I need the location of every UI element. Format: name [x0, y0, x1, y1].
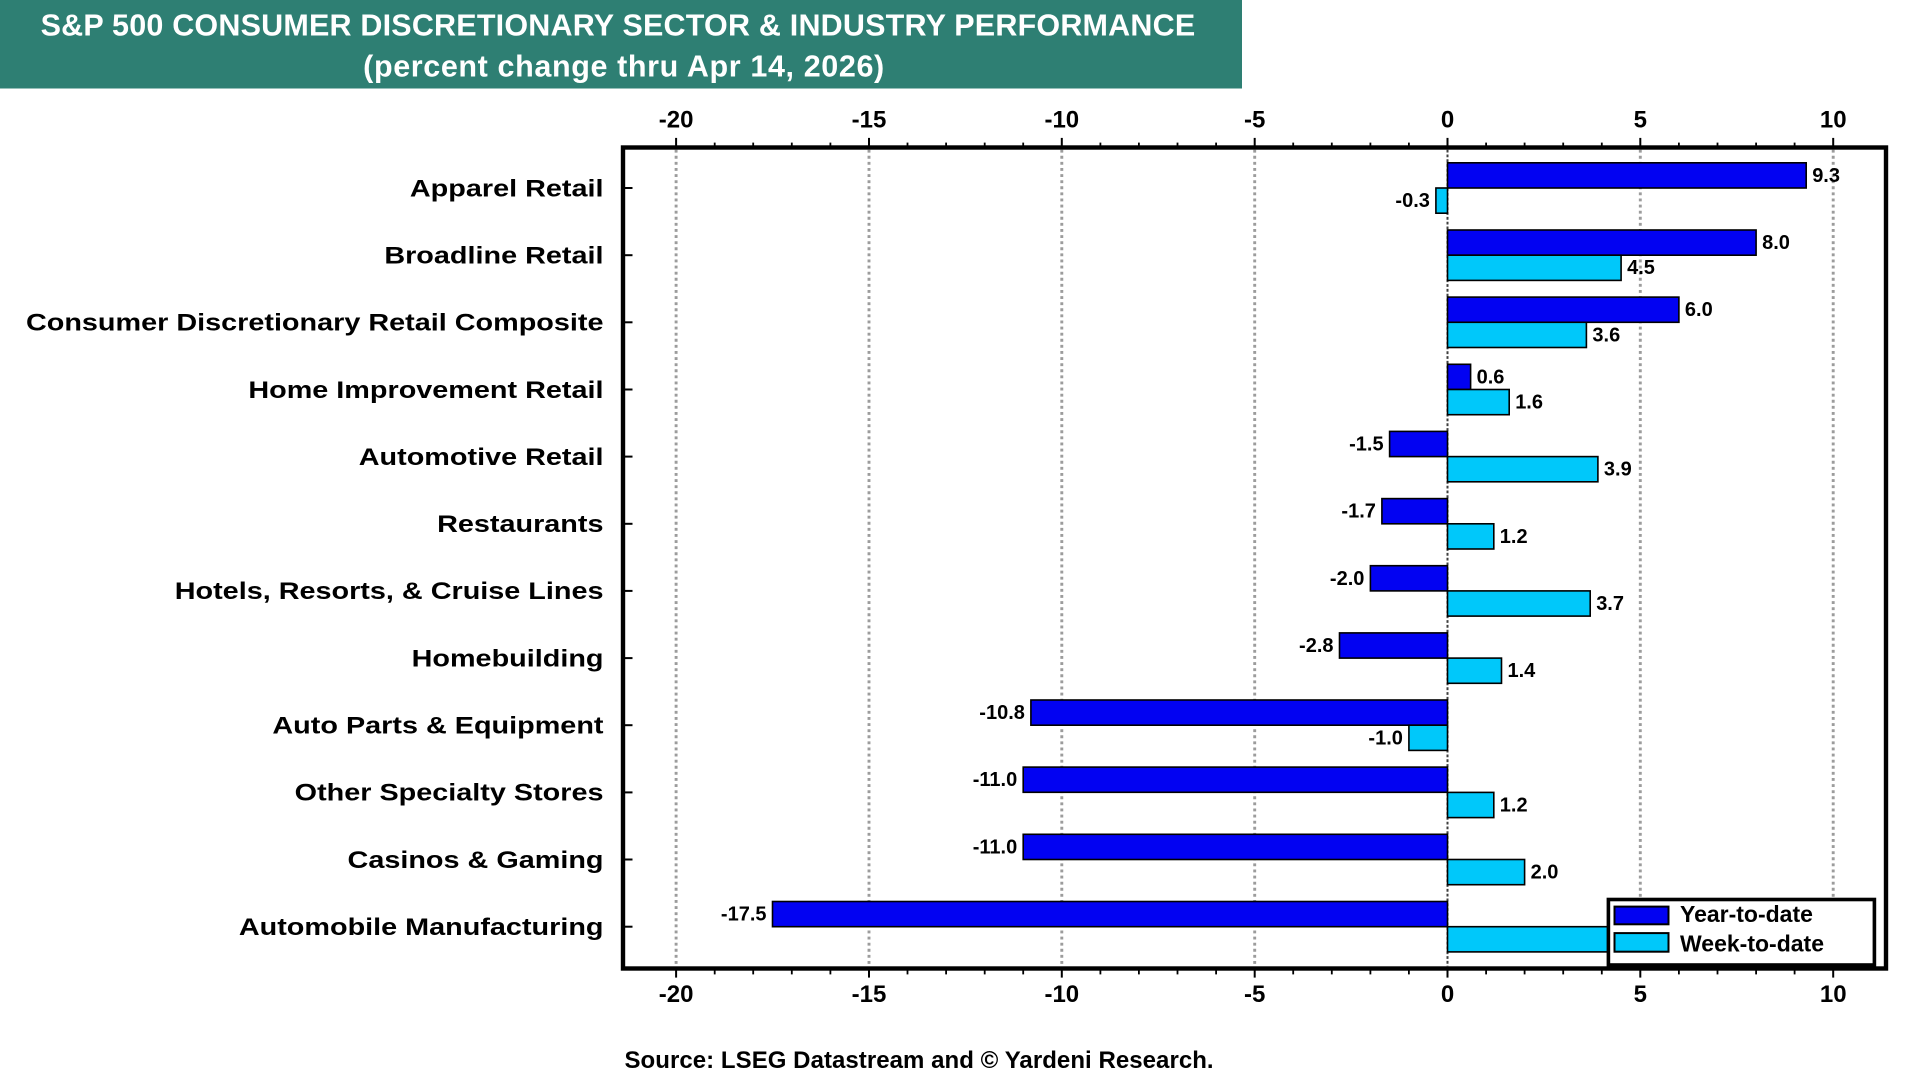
svg-text:-1.5: -1.5: [1349, 434, 1383, 456]
svg-text:Broadline Retail: Broadline Retail: [384, 242, 603, 269]
svg-text:3.7: 3.7: [1596, 593, 1624, 615]
svg-text:3.6: 3.6: [1592, 324, 1620, 346]
svg-text:0: 0: [1441, 981, 1454, 1008]
svg-text:Consumer Discretionary Retail: Consumer Discretionary Retail Composite: [26, 309, 604, 336]
svg-text:-10: -10: [1044, 981, 1079, 1008]
svg-text:-1.0: -1.0: [1368, 727, 1402, 749]
svg-text:-15: -15: [852, 106, 887, 133]
svg-text:-20: -20: [659, 981, 694, 1008]
svg-text:-11.0: -11.0: [973, 769, 1017, 791]
svg-text:-1.7: -1.7: [1341, 501, 1375, 523]
svg-text:-0.3: -0.3: [1395, 190, 1429, 212]
svg-text:Home Improvement Retail: Home Improvement Retail: [248, 376, 603, 403]
svg-text:Hotels, Resorts, & Cruise Line: Hotels, Resorts, & Cruise Lines: [175, 577, 604, 604]
svg-text:1.2: 1.2: [1500, 526, 1528, 548]
svg-text:Casinos & Gaming: Casinos & Gaming: [348, 846, 604, 873]
svg-text:1.2: 1.2: [1500, 795, 1528, 817]
svg-text:5: 5: [1634, 981, 1647, 1008]
svg-text:-10: -10: [1044, 106, 1079, 133]
svg-text:Homebuilding: Homebuilding: [412, 645, 604, 672]
svg-text:-5: -5: [1244, 106, 1265, 133]
svg-text:(percent change thru Apr 14, 2: (percent change thru Apr 14, 2026): [363, 50, 885, 84]
svg-text:3.9: 3.9: [1604, 459, 1632, 481]
svg-text:4.5: 4.5: [1627, 257, 1655, 279]
svg-text:-17.5: -17.5: [721, 904, 767, 926]
svg-text:Automobile Manufacturing: Automobile Manufacturing: [239, 913, 604, 940]
svg-text:9.3: 9.3: [1812, 165, 1840, 187]
svg-text:Restaurants: Restaurants: [437, 510, 603, 537]
svg-text:Year-to-date: Year-to-date: [1680, 901, 1813, 927]
svg-text:8.0: 8.0: [1762, 232, 1790, 254]
svg-text:S&P 500 CONSUMER DISCRETIONARY: S&P 500 CONSUMER DISCRETIONARY SECTOR & …: [41, 9, 1196, 43]
svg-text:Week-to-date: Week-to-date: [1680, 930, 1824, 956]
svg-text:10: 10: [1820, 981, 1847, 1008]
svg-text:-20: -20: [659, 106, 694, 133]
svg-text:-15: -15: [852, 981, 887, 1008]
svg-text:6.0: 6.0: [1685, 299, 1713, 321]
svg-text:-10.8: -10.8: [979, 702, 1025, 724]
svg-text:10: 10: [1820, 106, 1847, 133]
svg-text:Source: LSEG Datastream and ©: Source: LSEG Datastream and © Yardeni Re…: [625, 1047, 1214, 1074]
svg-text:1.6: 1.6: [1515, 392, 1543, 414]
svg-text:5: 5: [1634, 106, 1647, 133]
svg-text:Automotive Retail: Automotive Retail: [359, 443, 604, 470]
svg-text:Other Specialty Stores: Other Specialty Stores: [295, 779, 604, 806]
svg-text:-2.0: -2.0: [1330, 568, 1364, 590]
svg-text:Apparel Retail: Apparel Retail: [410, 175, 604, 202]
svg-text:0.6: 0.6: [1477, 366, 1505, 388]
svg-text:2.0: 2.0: [1531, 862, 1559, 884]
svg-text:-2.8: -2.8: [1299, 635, 1333, 657]
svg-text:0: 0: [1441, 106, 1454, 133]
svg-text:-5: -5: [1244, 981, 1265, 1008]
svg-text:Auto Parts & Equipment: Auto Parts & Equipment: [272, 712, 603, 739]
svg-text:1.4: 1.4: [1508, 660, 1537, 682]
svg-text:-11.0: -11.0: [973, 836, 1017, 858]
